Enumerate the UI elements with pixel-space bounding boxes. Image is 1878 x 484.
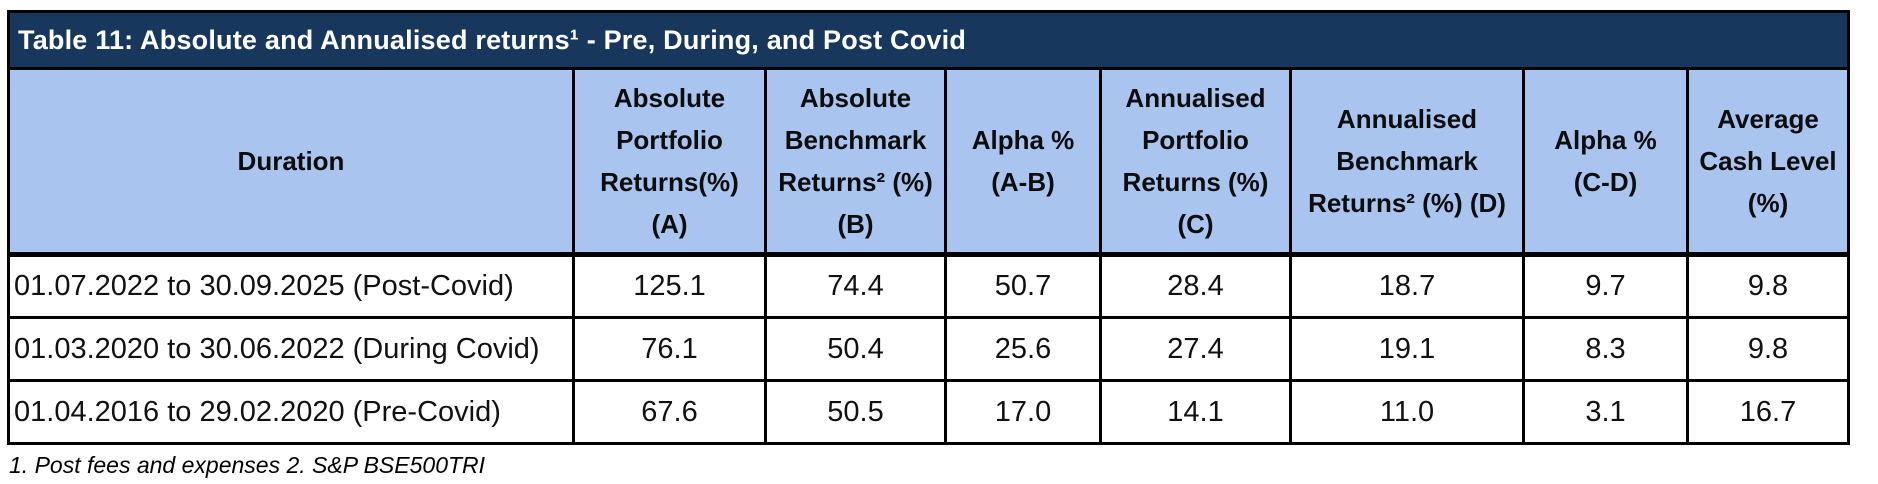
value-cell: 9.8 (1685, 316, 1851, 382)
value-cell: 8.3 (1522, 316, 1689, 382)
duration-cell: 01.03.2020 to 30.06.2022 (During Covid) (7, 316, 575, 382)
column-header-abs-portfolio: Absolute Portfolio Returns(%) (A) (572, 67, 767, 257)
value-cell: 67.6 (572, 379, 767, 445)
value-cell: 125.1 (572, 253, 767, 319)
value-cell: 50.5 (764, 379, 947, 445)
value-cell: 50.4 (764, 316, 947, 382)
value-cell: 25.6 (944, 316, 1102, 382)
value-cell: 28.4 (1099, 253, 1292, 319)
column-header-ann-portfolio: Annualised Portfolio Returns (%) (C) (1099, 67, 1292, 257)
value-cell: 18.7 (1289, 253, 1525, 319)
value-cell: 74.4 (764, 253, 947, 319)
duration-cell: 01.04.2016 to 29.02.2020 (Pre-Covid) (7, 379, 575, 445)
value-cell: 14.1 (1099, 379, 1292, 445)
value-cell: 16.7 (1685, 379, 1851, 445)
value-cell: 9.8 (1685, 253, 1851, 319)
value-cell: 27.4 (1099, 316, 1292, 382)
column-header-abs-benchmark: Absolute Benchmark Returns² (%) (B) (764, 67, 947, 257)
column-header-avg-cash: Average Cash Level (%) (1685, 67, 1851, 257)
column-header-alpha-ab: Alpha % (A-B) (944, 67, 1102, 257)
table-header-row: Duration Absolute Portfolio Returns(%) (… (7, 67, 1851, 257)
table-row-post-covid: 01.07.2022 to 30.09.2025 (Post-Covid) 12… (7, 253, 1851, 319)
column-header-duration: Duration (7, 67, 575, 257)
duration-cell: 01.07.2022 to 30.09.2025 (Post-Covid) (7, 253, 575, 319)
value-cell: 76.1 (572, 316, 767, 382)
value-cell: 50.7 (944, 253, 1102, 319)
value-cell: 11.0 (1289, 379, 1525, 445)
table-row-during-covid: 01.03.2020 to 30.06.2022 (During Covid) … (7, 316, 1851, 382)
returns-table: Table 11: Absolute and Annualised return… (6, 10, 1851, 445)
value-cell: 9.7 (1522, 253, 1689, 319)
value-cell: 19.1 (1289, 316, 1525, 382)
value-cell: 17.0 (944, 379, 1102, 445)
value-cell: 3.1 (1522, 379, 1689, 445)
column-header-ann-benchmark: Annualised Benchmark Returns² (%) (D) (1289, 67, 1525, 257)
table-title-row: Table 11: Absolute and Annualised return… (6, 10, 1851, 70)
table-row-pre-covid: 01.04.2016 to 29.02.2020 (Pre-Covid) 67.… (7, 379, 1851, 445)
footnote: 1. Post fees and expenses 2. S&P BSE500T… (9, 452, 486, 478)
table-title: Table 11: Absolute and Annualised return… (6, 10, 1851, 70)
column-header-alpha-cd: Alpha % (C-D) (1522, 67, 1689, 257)
